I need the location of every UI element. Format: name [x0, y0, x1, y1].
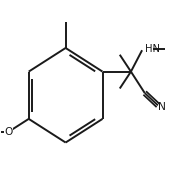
Text: HN: HN	[144, 44, 160, 54]
Text: N: N	[158, 102, 166, 112]
Text: O: O	[4, 127, 13, 137]
